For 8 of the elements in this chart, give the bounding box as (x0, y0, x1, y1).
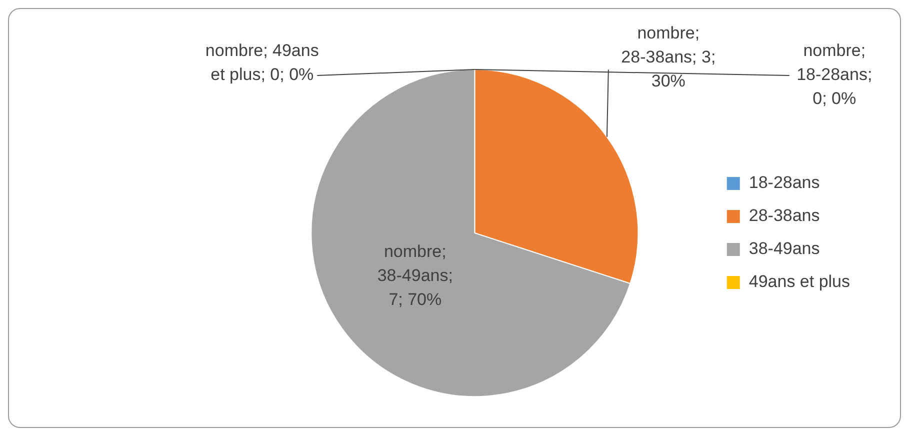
text: nombre; 18-28ans; 0; 0% (796, 41, 872, 108)
legend-label: 18-28ans (748, 173, 820, 192)
legend-label: 38-49ans (748, 239, 820, 258)
data-label: nombre; 28-38ans; 3; 30% (621, 23, 716, 90)
data-label: nombre; 38-49ans; 7; 70% (377, 242, 453, 309)
text: nombre; 49ans et plus; 0; 0% (205, 41, 319, 84)
legend-label: 49ans et plus (748, 272, 850, 292)
legend-label: 28-38ans (748, 206, 820, 226)
